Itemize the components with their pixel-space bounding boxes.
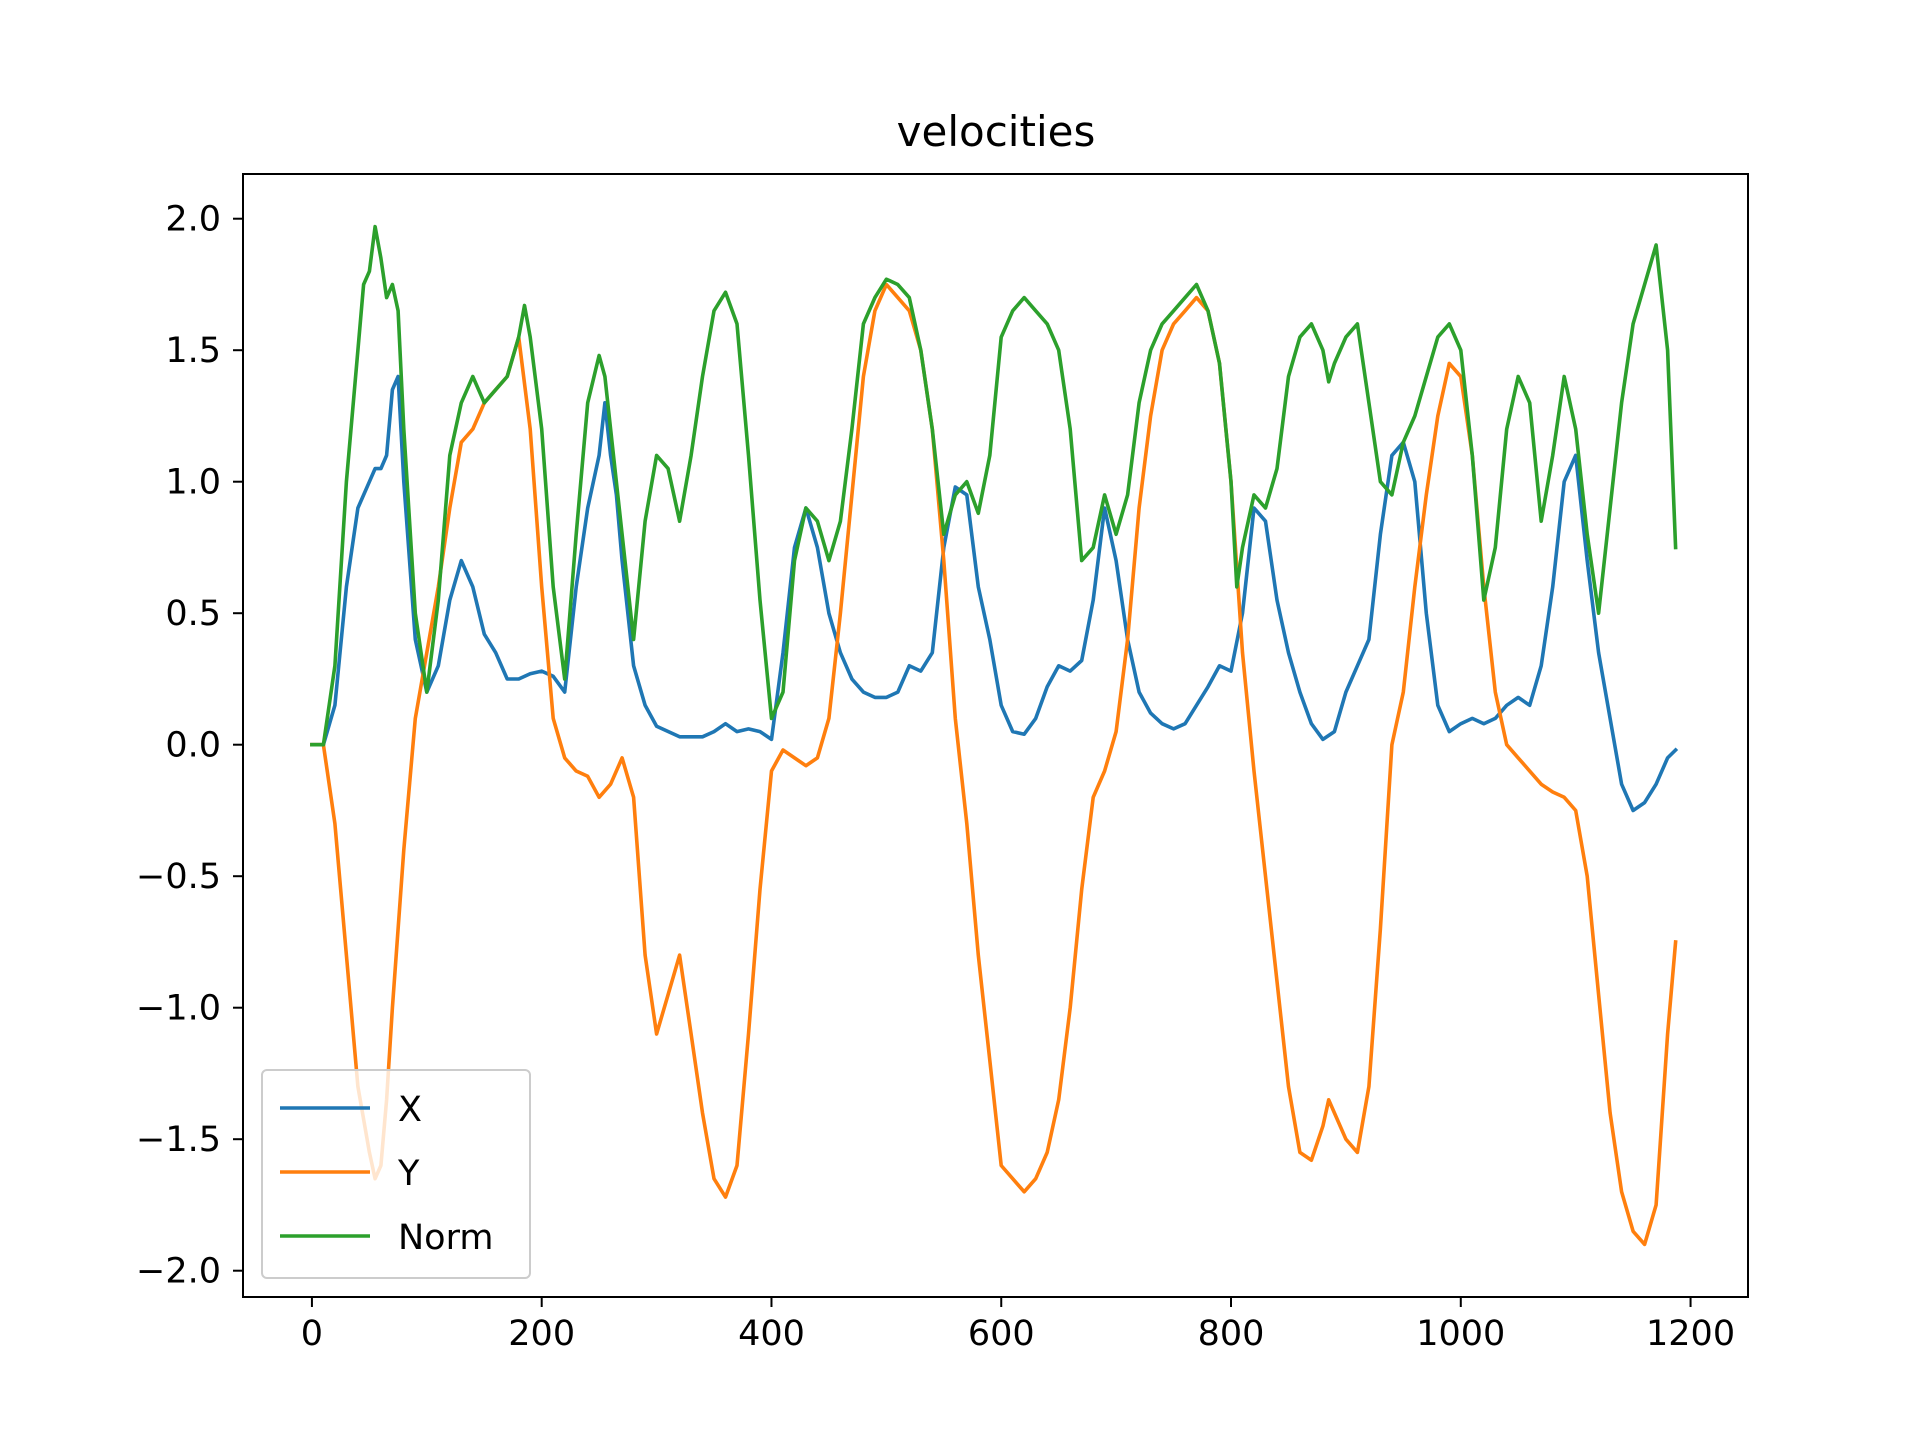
y-tick-label: −0.5	[136, 857, 221, 897]
axes-layer: 0 200 400 600 800 1000 1200 2.0 1.5 1.0 0.5 0.0 −0.5…	[136, 173, 1749, 1354]
x-tick-label: 1200	[1646, 1314, 1735, 1354]
series-line-x	[310, 374, 1679, 813]
legend-label-y: Y	[397, 1154, 420, 1194]
legend: XY Norm	[261, 1069, 531, 1279]
y-tick-label: 1.0	[165, 463, 221, 503]
x-tick-label: 800	[1198, 1314, 1265, 1354]
axes-frame	[242, 173, 1749, 1298]
x-tick-label: 200	[508, 1314, 575, 1354]
series-line-y	[310, 282, 1678, 1247]
chart-title: velocities	[897, 107, 1096, 156]
x-tick-label: 0	[301, 1314, 323, 1354]
legend-label-x: X	[398, 1090, 422, 1130]
y-tick-label: −1.5	[136, 1120, 221, 1160]
y-tick-label: 0.5	[165, 594, 221, 634]
y-tick-label: −1.0	[136, 989, 221, 1029]
legend-box	[261, 1069, 531, 1279]
y-tick-label: 1.5	[165, 331, 221, 371]
x-tick-label: 400	[738, 1314, 805, 1354]
y-tick-label: 2.0	[165, 200, 221, 240]
series-line-norm	[310, 224, 1678, 747]
x-tick-label: 600	[968, 1314, 1035, 1354]
y-tick-label: −2.0	[136, 1252, 221, 1292]
x-tick-label: 1000	[1416, 1314, 1505, 1354]
legend-label-norm: Norm	[398, 1218, 493, 1258]
y-tick-label: 0.0	[165, 726, 221, 766]
series-layer	[310, 224, 1679, 1247]
